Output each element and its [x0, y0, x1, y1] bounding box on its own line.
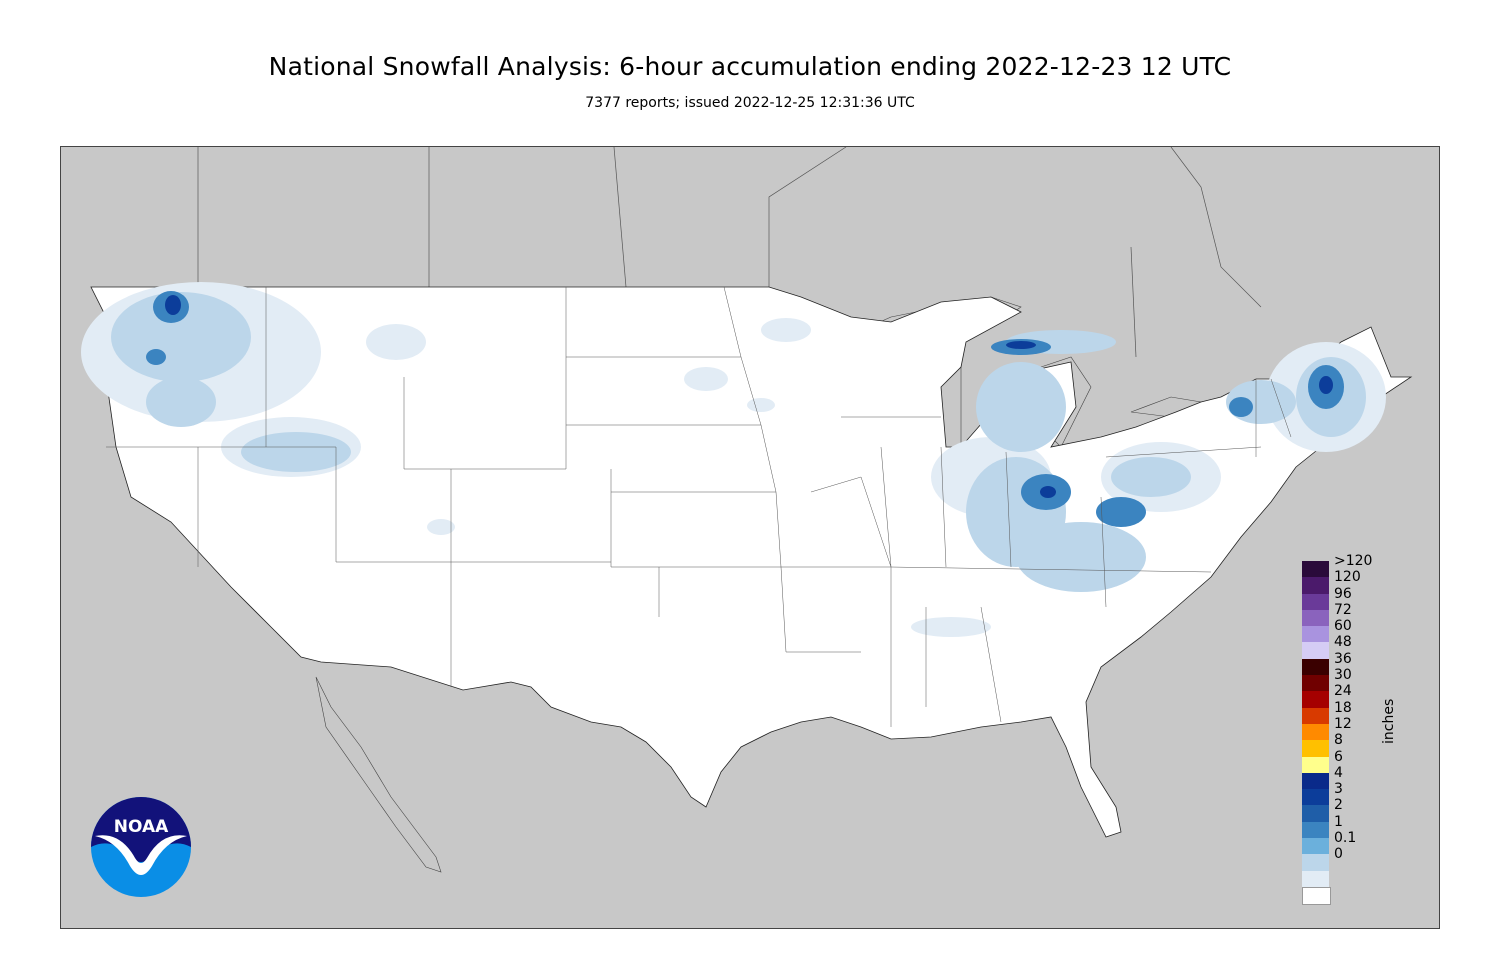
legend-label: 60	[1334, 618, 1352, 635]
legend-swatch	[1302, 626, 1329, 643]
legend-label: 0	[1334, 846, 1343, 863]
legend-swatch	[1302, 870, 1329, 887]
legend-label: 1	[1334, 813, 1343, 830]
legend-label: 30	[1334, 667, 1352, 684]
legend-label: 18	[1334, 699, 1352, 716]
legend-label: 8	[1334, 732, 1343, 749]
legend-swatch	[1302, 756, 1329, 773]
legend-swatch	[1302, 609, 1329, 627]
legend-label: 4	[1334, 764, 1343, 781]
legend-swatch	[1302, 854, 1329, 871]
conus-landmass	[90, 286, 1413, 838]
legend-label: 2	[1334, 797, 1343, 814]
legend-swatch	[1302, 707, 1329, 724]
legend-swatch	[1302, 789, 1329, 806]
snowfall-overlay	[81, 282, 1386, 637]
legend-swatch	[1302, 772, 1329, 790]
canada-province-lines	[197, 147, 1262, 358]
legend-swatch	[1302, 561, 1329, 578]
legend-swatch	[1302, 740, 1329, 757]
legend-label: 72	[1334, 601, 1352, 618]
legend-swatch	[1302, 593, 1329, 610]
state-boundaries	[106, 286, 1292, 727]
legend-label: 6	[1334, 748, 1343, 765]
snowfall-map	[60, 146, 1440, 929]
legend-label: 48	[1334, 634, 1352, 651]
legend-label: >120	[1334, 553, 1373, 569]
legend-label: 3	[1334, 781, 1343, 798]
legend-swatch	[1302, 658, 1329, 676]
legend-label: 96	[1334, 585, 1352, 602]
legend-label: 0.1	[1334, 830, 1357, 847]
map-canvas	[81, 147, 1413, 873]
map-title: National Snowfall Analysis: 6-hour accum…	[268, 52, 1232, 81]
legend-swatch	[1302, 675, 1329, 692]
legend-swatch	[1302, 805, 1329, 822]
legend-swatch	[1302, 723, 1329, 741]
legend-swatch	[1302, 821, 1329, 839]
legend-labels: >120 120 96 72 60 48 36 30 24 18 12 8 6 4 3 2 1 0.1 0	[1334, 553, 1372, 863]
legend-swatch	[1302, 691, 1329, 708]
legend-unit-label: inches	[1381, 698, 1397, 744]
legend-label: 120	[1334, 569, 1361, 586]
legend-colorbar	[1302, 561, 1331, 906]
legend-label: 12	[1334, 715, 1352, 732]
legend-swatch	[1302, 642, 1329, 659]
legend-label: 36	[1334, 650, 1352, 667]
legend-swatch	[1302, 838, 1329, 855]
noaa-logo: NOAA	[90, 796, 192, 898]
baja-coast	[315, 676, 442, 873]
noaa-logo-text: NOAA	[114, 817, 169, 837]
legend-swatch	[1302, 577, 1329, 594]
legend-label: 24	[1334, 683, 1352, 700]
map-subtitle: 7377 reports; issued 2022-12-25 12:31:36…	[585, 95, 915, 111]
legend-swatch	[1302, 886, 1331, 906]
